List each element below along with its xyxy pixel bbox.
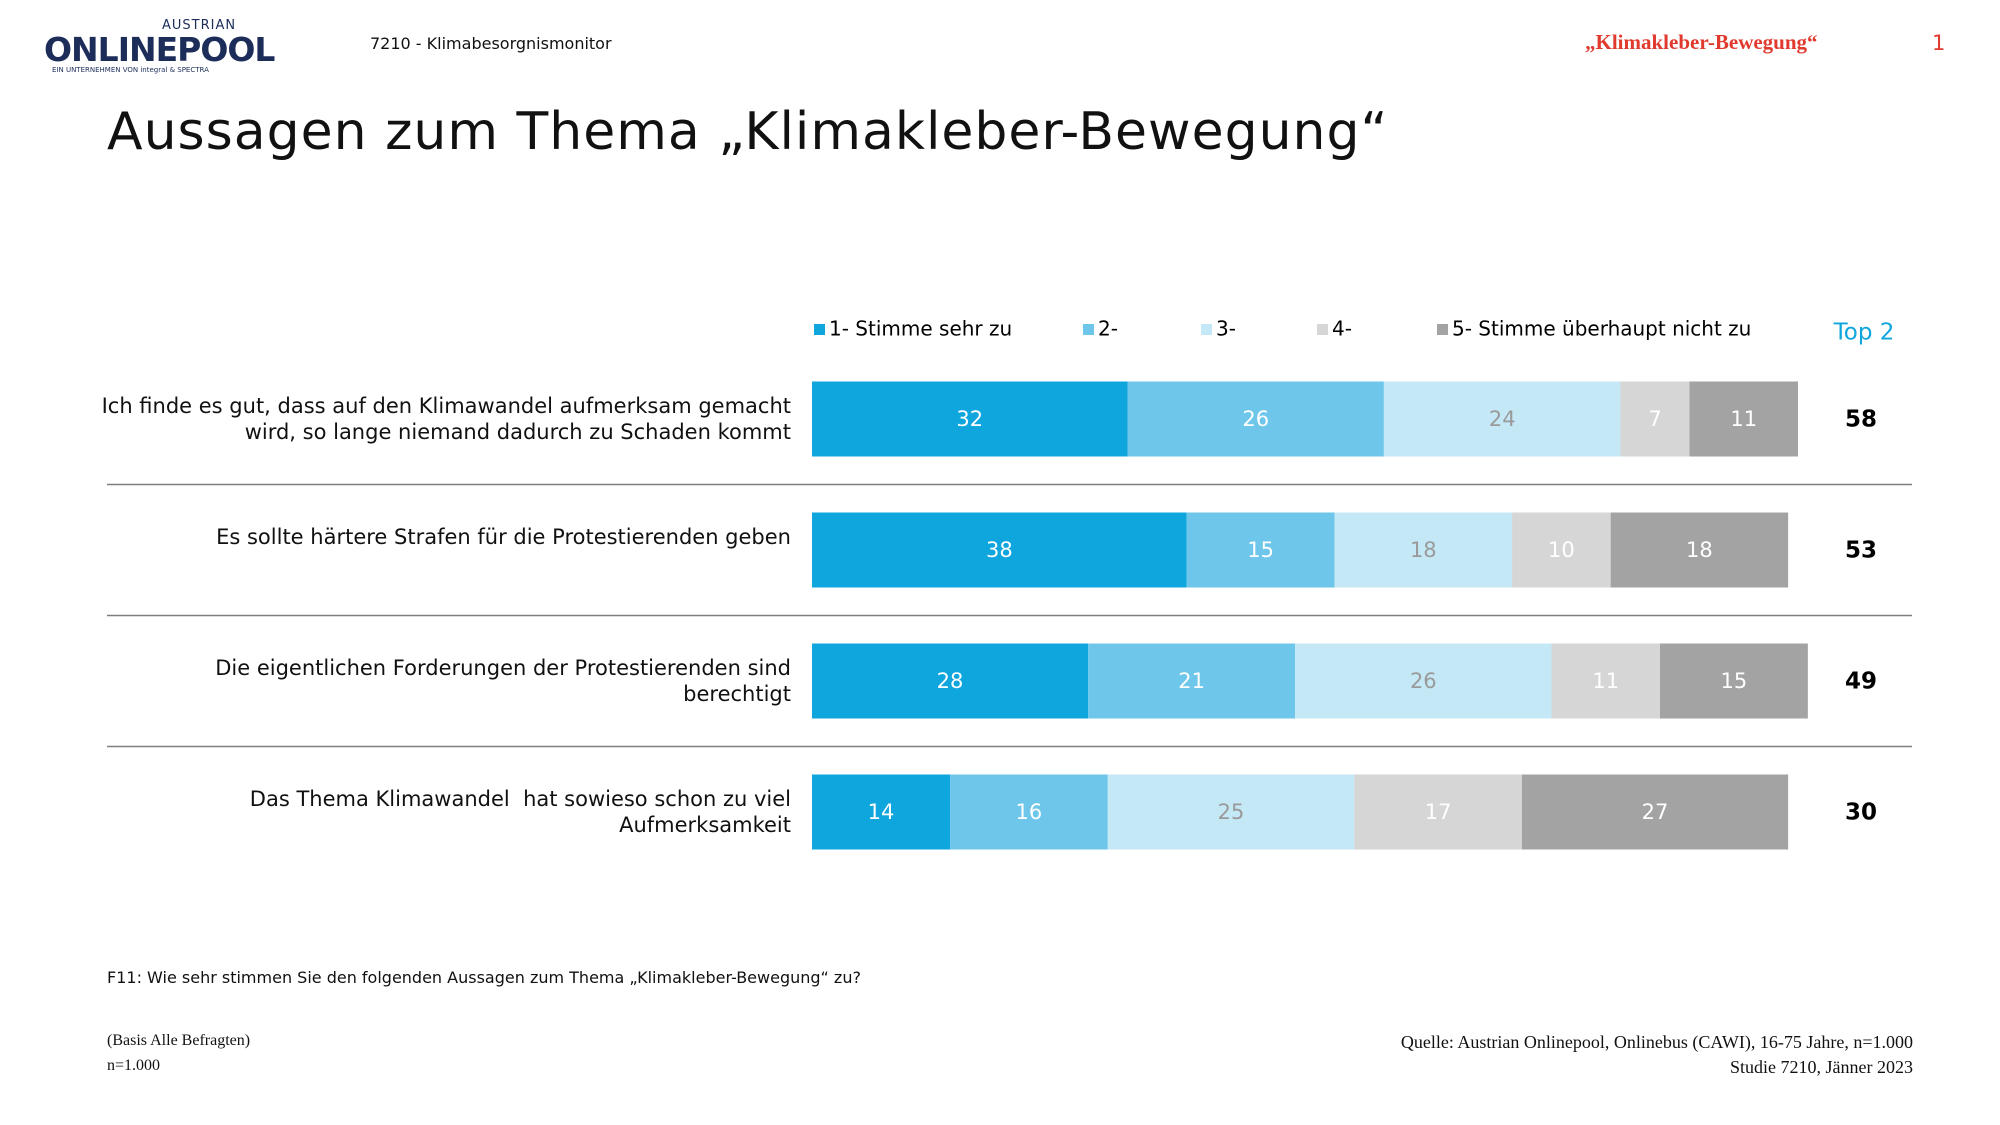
- logo-sub: EIN UNTERNEHMEN VON integral & SPECTRA: [52, 66, 209, 74]
- value-label: 21: [1178, 669, 1205, 693]
- topic-header: „Klimakleber-Bewegung“: [1585, 30, 1818, 54]
- bar-segment: [1088, 643, 1296, 719]
- bar-segment: [1512, 512, 1611, 588]
- category-label: Das Thema Klimawandel hat sowieso schon …: [249, 787, 798, 837]
- bar-segment: [1610, 512, 1789, 588]
- bar-segment: [1551, 643, 1660, 719]
- bar-segment: [1295, 643, 1552, 719]
- chart-title: Aussagen zum Thema „Klimakleber-Bewegung…: [107, 102, 1389, 162]
- source: Quelle: Austrian Onlinepool, Onlinebus (…: [1400, 1032, 1913, 1052]
- top2-value: 53: [1845, 538, 1877, 564]
- bar-segment: [1354, 774, 1522, 850]
- value-label: 14: [868, 800, 895, 824]
- study-header: 7210 - Klimabesorgnismonitor: [370, 34, 612, 53]
- legend-label: 5- Stimme überhaupt nicht zu: [1452, 317, 1751, 341]
- top2-value: 49: [1845, 669, 1877, 695]
- bar-segment: [1659, 643, 1808, 719]
- logo-top: AUSTRIAN: [162, 18, 237, 33]
- top2-value: 58: [1845, 407, 1877, 433]
- value-label: 38: [986, 538, 1013, 562]
- question: F11: Wie sehr stimmen Sie den folgenden …: [107, 968, 861, 987]
- bar-segment: [1383, 381, 1621, 457]
- value-label: 7: [1648, 407, 1661, 431]
- bar-segment: [812, 381, 1128, 457]
- value-label: 24: [1489, 407, 1516, 431]
- value-label: 11: [1730, 407, 1757, 431]
- category-label: Die eigentlichen Forderungen der Protest…: [215, 656, 798, 706]
- value-label: 16: [1016, 800, 1043, 824]
- value-label: 25: [1218, 800, 1245, 824]
- bar-segment: [812, 774, 951, 850]
- legend-swatch: [1437, 324, 1448, 335]
- bar-segment: [812, 643, 1089, 719]
- legend-swatch: [1201, 324, 1212, 335]
- page-number: 1: [1932, 31, 1946, 55]
- study-date: Studie 7210, Jänner 2023: [1730, 1057, 1913, 1077]
- bar-segment: [1334, 512, 1513, 588]
- bar-segment: [1107, 774, 1355, 850]
- legend-swatch: [814, 324, 825, 335]
- legend-swatch: [1083, 324, 1094, 335]
- category-label: Ich finde es gut, dass auf den Klimawand…: [101, 394, 798, 444]
- value-label: 18: [1410, 538, 1437, 562]
- bar-segment: [1127, 381, 1384, 457]
- value-label: 10: [1548, 538, 1575, 562]
- legend-label: 2-: [1098, 317, 1118, 341]
- category-label: Es sollte härtere Strafen für die Protes…: [216, 525, 791, 549]
- bar-segment: [1689, 381, 1798, 457]
- bar-segment: [812, 512, 1187, 588]
- value-label: 15: [1247, 538, 1274, 562]
- value-label: 15: [1721, 669, 1748, 693]
- sample-size: n=1.000: [107, 1057, 161, 1074]
- bar-segment: [950, 774, 1108, 850]
- logo-main: ONLINEPOOL: [44, 30, 275, 69]
- bar-segment: [1186, 512, 1335, 588]
- bar-segment: [1620, 381, 1690, 457]
- legend-swatch: [1317, 324, 1328, 335]
- legend-label: 3-: [1216, 317, 1236, 341]
- value-label: 27: [1642, 800, 1669, 824]
- legend-label: 1- Stimme sehr zu: [829, 317, 1012, 341]
- value-label: 26: [1242, 407, 1269, 431]
- legend-label: 4-: [1332, 317, 1352, 341]
- top2-header: Top 2: [1833, 320, 1895, 346]
- value-label: 32: [956, 407, 983, 431]
- value-label: 18: [1686, 538, 1713, 562]
- basis: (Basis Alle Befragten): [107, 1032, 251, 1049]
- value-label: 26: [1410, 669, 1437, 693]
- top2-value: 30: [1845, 800, 1877, 826]
- value-label: 17: [1425, 800, 1452, 824]
- value-label: 11: [1592, 669, 1619, 693]
- value-label: 28: [937, 669, 964, 693]
- bar-segment: [1521, 774, 1789, 850]
